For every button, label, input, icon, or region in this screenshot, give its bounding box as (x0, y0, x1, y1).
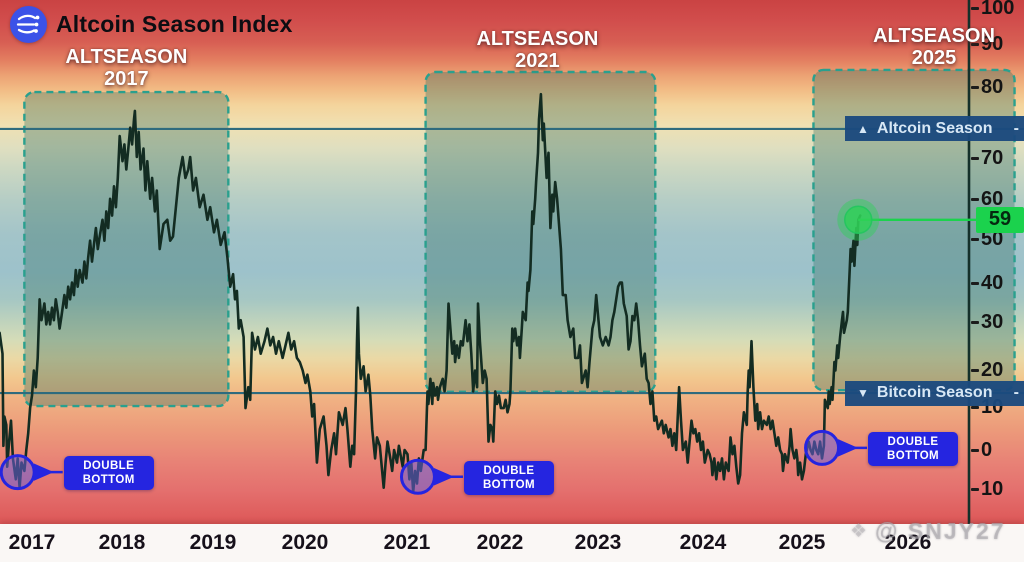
y-tick-label: 100 (981, 0, 1015, 19)
altcoin-season-logo-icon (10, 6, 47, 43)
x-axis-strip (0, 524, 1024, 562)
double-bottom-circle-2 (399, 458, 436, 495)
tick-mark (971, 369, 979, 372)
altcoin-season-banner: ▲ Altcoin Season - (845, 116, 1024, 142)
up-triangle-icon: ▲ (857, 121, 869, 136)
down-triangle-icon: ▼ (857, 386, 869, 401)
double-bottom-label: DOUBLE BOTTOM (887, 435, 940, 462)
x-tick-2023: 2023 (574, 531, 622, 554)
y-tick-label: 90 (981, 33, 1004, 55)
altseason-label-2025: ALTSEASON 2025 (834, 25, 1024, 69)
tick-mark (971, 321, 979, 324)
bitcoin-season-banner-label: Bitcoin Season (876, 384, 993, 402)
tick-mark (971, 43, 979, 46)
y-tick-90: 90 (971, 33, 1003, 56)
altseason-label-2017: ALTSEASON 2017 (26, 46, 226, 90)
x-tick-2018: 2018 (98, 531, 146, 554)
double-bottom-circle-1 (0, 454, 36, 491)
watermark: ❖ @ SNJY27 (850, 518, 1006, 545)
y-tick-60: 60 (971, 188, 1003, 211)
watermark-text: @ SNJY27 (875, 518, 1006, 544)
tick-mark (971, 449, 979, 452)
y-tick-50: 50 (971, 228, 1003, 251)
tick-mark (971, 238, 979, 241)
double-bottom-label: DOUBLE BOTTOM (482, 464, 535, 491)
altseason-label-line1: ALTSEASON (476, 28, 599, 50)
altseason-label-line1: ALTSEASON (873, 25, 995, 47)
double-bottom-callout-3: DOUBLE BOTTOM (868, 431, 959, 466)
y-tick-80: 80 (971, 76, 1003, 99)
y-tick-20: 20 (971, 359, 1003, 382)
y-tick-70: 70 (971, 147, 1003, 170)
y-tick-label: 50 (981, 228, 1004, 250)
y-tick-100: 100 (971, 0, 1014, 20)
current-value-badge: 59 (976, 206, 1024, 233)
y-tick-label: 70 (981, 147, 1004, 169)
x-tick-2024: 2024 (679, 531, 727, 554)
x-tick-2025: 2025 (778, 531, 826, 554)
y-tick-label: 0 (981, 439, 993, 461)
y-tick-label: 30 (981, 311, 1004, 333)
y-tick-10: 10 (971, 478, 1003, 501)
altseason-region-box-2017 (23, 90, 230, 408)
y-tick-0: 0 (971, 439, 992, 462)
tick-mark (971, 488, 979, 491)
chart-header: Altcoin Season Index (10, 6, 293, 43)
bitcoin-season-banner: ▼ Bitcoin Season - (845, 380, 1024, 406)
double-bottom-callout-1: DOUBLE BOTTOM (63, 456, 154, 491)
y-tick-label: 40 (981, 272, 1004, 294)
double-bottom-callout-2: DOUBLE BOTTOM (463, 460, 554, 495)
banner-dash: - (1013, 119, 1019, 137)
tick-mark (971, 157, 979, 160)
altseason-label-line2: 2025 (911, 47, 957, 69)
y-tick-label: 10 (981, 478, 1004, 500)
tick-mark (971, 7, 979, 10)
current-marker-dot (844, 205, 873, 235)
page-title: Altcoin Season Index (56, 11, 293, 37)
double-bottom-circle-3 (804, 429, 841, 466)
watermark-icon: ❖ (850, 521, 870, 542)
x-tick-2017: 2017 (8, 531, 56, 554)
altseason-label-2021: ALTSEASON 2021 (437, 28, 637, 72)
index-line-series (0, 92, 862, 494)
x-tick-2026: 2026 (884, 531, 932, 554)
x-tick-2021: 2021 (383, 531, 431, 554)
x-tick-2020: 2020 (281, 531, 329, 554)
y-tick-40: 40 (971, 272, 1003, 295)
y-tick-label: 60 (981, 188, 1004, 210)
x-tick-2022: 2022 (476, 531, 524, 554)
y-tick-label: 20 (981, 359, 1004, 381)
tick-mark (971, 282, 979, 285)
tick-mark (971, 198, 979, 201)
tick-mark (971, 406, 979, 409)
banner-dash: - (1013, 384, 1019, 402)
altseason-label-line1: ALTSEASON (65, 46, 188, 68)
altcoin-season-banner-label: Altcoin Season (876, 119, 993, 137)
y-tick-30: 30 (971, 311, 1003, 334)
x-tick-2019: 2019 (189, 531, 237, 554)
altseason-label-line2: 2017 (104, 68, 149, 90)
altseason-label-line2: 2021 (515, 50, 560, 72)
y-tick-label: 80 (981, 76, 1004, 98)
tick-mark (971, 86, 979, 89)
double-bottom-label: DOUBLE BOTTOM (82, 460, 135, 487)
